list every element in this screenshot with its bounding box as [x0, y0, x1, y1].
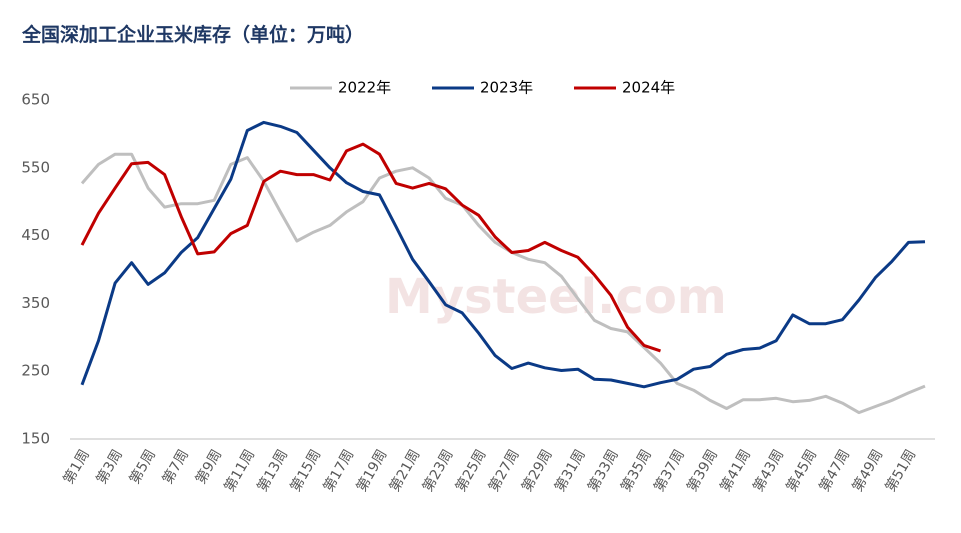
y-tick-label: 250	[21, 362, 50, 380]
x-tick-label: 第41周	[716, 447, 754, 495]
x-tick-label: 第23周	[419, 447, 457, 495]
x-tick-label: 第21周	[386, 447, 424, 495]
series-line	[80, 152, 926, 415]
x-tick-label: 第3周	[93, 447, 126, 487]
x-tick-label: 第13周	[254, 447, 292, 495]
y-tick-label: 350	[21, 294, 50, 312]
y-tick-label: 550	[21, 158, 50, 176]
x-tick-label: 第49周	[849, 447, 887, 495]
x-tick-label: 第51周	[882, 447, 920, 495]
x-tick-label: 第5周	[126, 447, 159, 487]
x-tick-label: 第31周	[551, 447, 589, 495]
y-tick-label: 150	[21, 430, 50, 448]
x-tick-label: 第7周	[159, 447, 192, 487]
series-line	[80, 120, 926, 389]
x-tick-label: 第29周	[518, 447, 556, 495]
x-tick-label: 第33周	[584, 447, 622, 495]
x-tick-label: 第27周	[485, 447, 523, 495]
series-line	[80, 142, 661, 353]
x-tick-label: 第35周	[617, 447, 655, 495]
watermark: Mysteel.com	[385, 269, 727, 325]
chart-title: 全国深加工企业玉米库存（单位：万吨）	[21, 23, 364, 46]
legend-label: 2022年	[338, 79, 391, 97]
x-tick-label: 第25周	[452, 447, 490, 495]
x-tick-label: 第39周	[683, 447, 721, 495]
x-tick-label: 第11周	[221, 447, 259, 495]
x-tick-label: 第17周	[320, 447, 358, 495]
y-tick-label: 650	[21, 91, 50, 109]
x-tick-label: 第19周	[353, 447, 391, 495]
legend-label: 2023年	[480, 79, 533, 97]
x-tick-label: 第43周	[750, 447, 788, 495]
x-tick-label: 第1周	[60, 447, 93, 487]
y-tick-label: 450	[21, 226, 50, 244]
x-tick-label: 第45周	[783, 447, 821, 495]
x-tick-label: 第9周	[192, 447, 225, 487]
x-tick-label: 第15周	[287, 447, 325, 495]
x-tick-label: 第37周	[650, 447, 688, 495]
legend-label: 2024年	[622, 79, 675, 97]
x-tick-label: 第47周	[816, 447, 854, 495]
